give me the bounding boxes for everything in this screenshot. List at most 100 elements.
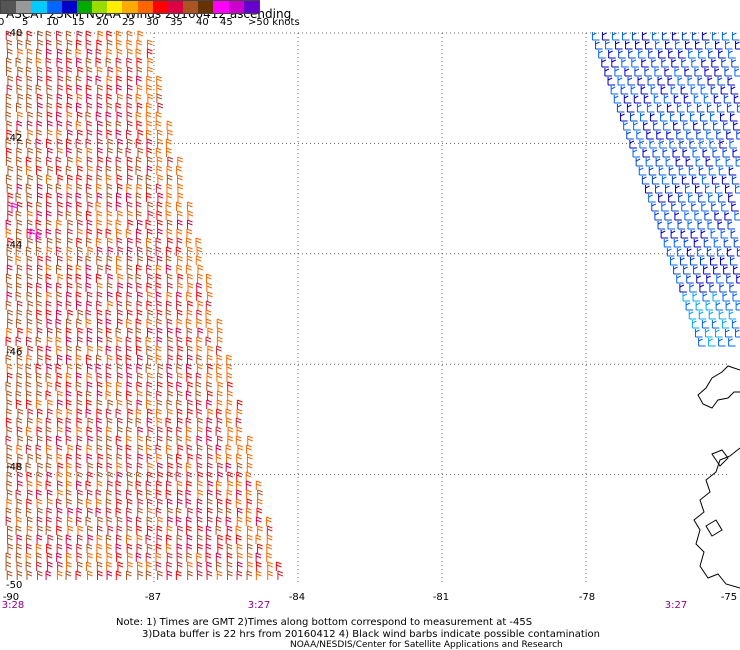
wind-barb: [626, 104, 635, 113]
wind-barb: [146, 84, 152, 94]
wind-barb: [710, 86, 719, 95]
legend-tick-label: >50 knots: [248, 17, 300, 28]
wind-barb: [127, 480, 133, 490]
wind-barb: [36, 147, 42, 157]
wind-barb: [246, 444, 252, 454]
wind-barb: [236, 561, 243, 571]
wind-barb: [106, 102, 113, 112]
wind-barb: [127, 165, 133, 175]
wind-barb: [5, 552, 12, 562]
wind-barb: [45, 390, 52, 400]
wind-barb: [175, 570, 182, 580]
wind-barb: [87, 471, 93, 481]
wind-barb: [75, 75, 82, 85]
wind-barb: [155, 291, 162, 301]
wind-barb: [136, 183, 143, 193]
wind-barb: [196, 426, 203, 436]
wind-barb: [166, 300, 172, 310]
wind-barb: [15, 525, 22, 535]
wind-barb: [146, 120, 153, 130]
wind-barb: [716, 131, 724, 140]
wind-barb: [7, 165, 14, 175]
wind-barb: [167, 471, 173, 481]
wind-barb: [156, 381, 163, 391]
wind-barb: [56, 525, 62, 535]
wind-barb: [46, 84, 53, 94]
wind-barb: [681, 203, 689, 212]
wind-barb: [635, 41, 643, 50]
wind-barb: [719, 140, 727, 149]
wind-barb: [16, 264, 23, 274]
wind-barb: [96, 399, 103, 409]
wind-barb: [648, 50, 656, 59]
wind-barb: [216, 345, 222, 355]
legend-swatch: [213, 1, 229, 13]
wind-barb: [698, 50, 706, 59]
wind-barb: [166, 399, 173, 409]
wind-barb: [77, 165, 83, 175]
wind-barb: [25, 561, 32, 571]
wind-barb: [55, 165, 62, 175]
wind-barb: [75, 39, 82, 49]
wind-barb: [187, 507, 193, 517]
wind-barb: [176, 417, 183, 427]
wind-barb: [196, 534, 203, 544]
wind-barb: [165, 246, 172, 256]
wind-barb: [156, 165, 163, 175]
wind-barb: [56, 48, 63, 58]
wind-barb: [116, 48, 123, 58]
wind-barb: [187, 381, 193, 391]
wind-barb: [116, 111, 123, 121]
wind-barb: [207, 489, 213, 499]
wind-barb: [75, 354, 82, 364]
wind-barb: [605, 41, 613, 50]
wind-barb: [86, 372, 93, 382]
wind-barb: [663, 122, 671, 131]
wind-barb: [196, 336, 203, 346]
wind-barb: [156, 318, 162, 328]
wind-barb: [735, 302, 740, 311]
wind-barb: [65, 435, 72, 445]
wind-barb: [76, 471, 83, 481]
wind-barb: [734, 212, 740, 221]
wind-barb: [215, 525, 222, 535]
wind-barb: [176, 390, 183, 400]
wind-barb: [25, 39, 32, 49]
wind-barb: [76, 534, 83, 544]
wind-barb: [45, 264, 52, 274]
wind-barb: [156, 417, 163, 427]
wind-barb: [65, 570, 72, 580]
wind-barb: [718, 194, 726, 203]
lat-label: -42: [6, 133, 23, 144]
wind-barb: [245, 507, 252, 517]
wind-barb: [613, 95, 622, 104]
wind-barb: [116, 381, 122, 391]
wind-barb: [46, 453, 53, 463]
legend-swatch: [31, 1, 47, 13]
wind-barb: [117, 210, 123, 220]
wind-barb: [155, 345, 162, 355]
wind-barb: [688, 311, 697, 320]
wind-barb: [56, 570, 63, 580]
wind-barb: [655, 185, 663, 194]
wind-barb: [66, 543, 73, 553]
wind-barb: [126, 111, 133, 121]
wind-barb: [197, 300, 204, 310]
wind-barb: [135, 192, 142, 202]
wind-barb: [682, 149, 691, 158]
wind-barb: [136, 471, 142, 481]
wind-barb: [116, 462, 123, 472]
wind-barb: [125, 228, 132, 238]
wind-barb: [682, 293, 690, 302]
wind-barb: [46, 291, 53, 301]
wind-barb: [66, 111, 73, 121]
wind-barb: [115, 327, 122, 337]
wind-barb: [105, 57, 112, 67]
wind-barb: [96, 381, 103, 391]
wind-barb: [66, 138, 72, 148]
wind-barb: [166, 273, 173, 283]
wind-barb: [266, 516, 272, 526]
wind-barb: [35, 232, 42, 242]
wind-barb: [106, 462, 113, 472]
wind-barb: [668, 50, 676, 59]
